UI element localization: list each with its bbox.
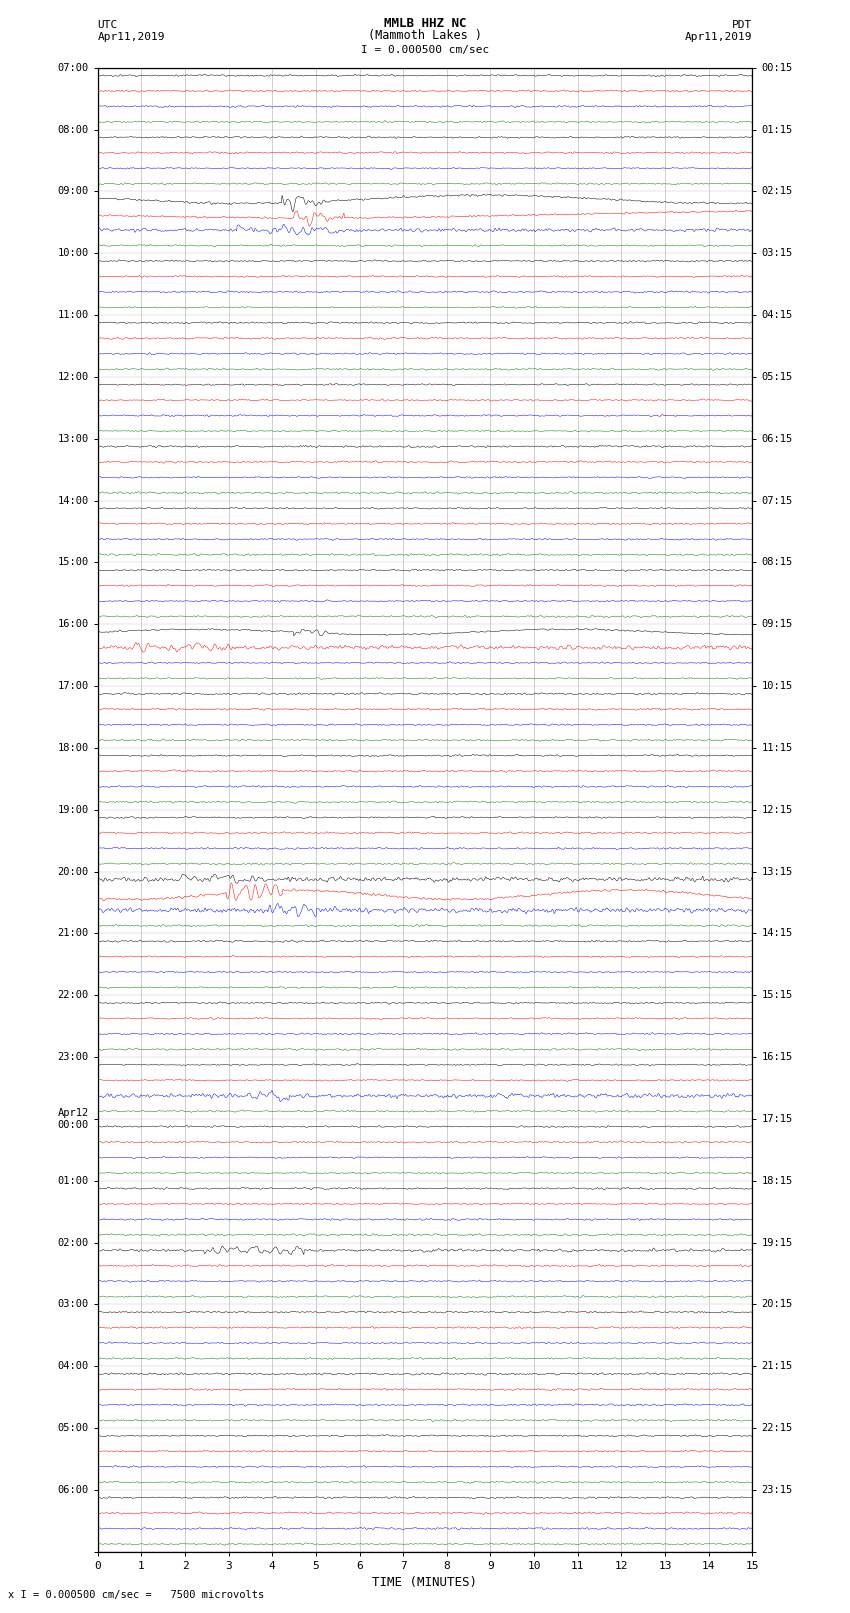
Text: UTC: UTC [98, 19, 118, 31]
Text: MMLB HHZ NC: MMLB HHZ NC [383, 16, 467, 31]
Text: Apr11,2019: Apr11,2019 [98, 32, 165, 42]
Text: x I = 0.000500 cm/sec =   7500 microvolts: x I = 0.000500 cm/sec = 7500 microvolts [8, 1590, 264, 1600]
Text: PDT: PDT [732, 19, 752, 31]
Text: Apr11,2019: Apr11,2019 [685, 32, 752, 42]
X-axis label: TIME (MINUTES): TIME (MINUTES) [372, 1576, 478, 1589]
Text: (Mammoth Lakes ): (Mammoth Lakes ) [368, 29, 482, 42]
Text: I = 0.000500 cm/sec: I = 0.000500 cm/sec [361, 45, 489, 55]
